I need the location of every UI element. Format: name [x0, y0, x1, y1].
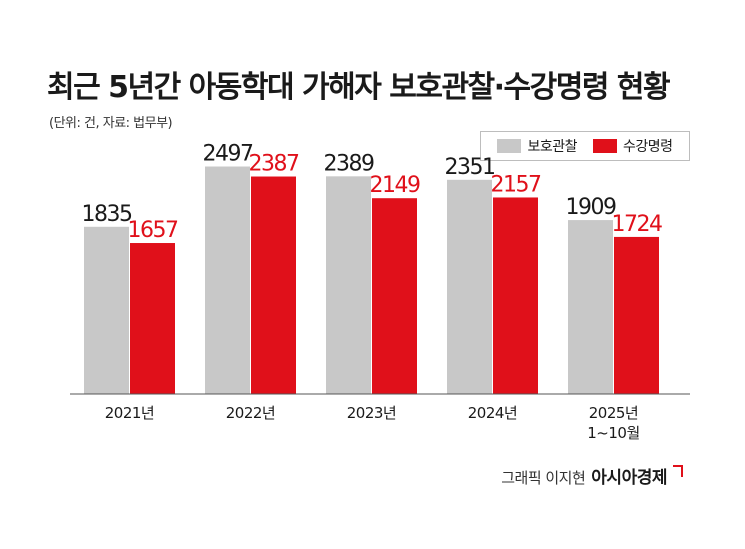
x-tick-label-4: 2025년 1~10월: [587, 404, 640, 442]
data-label-series-0-4: 1909: [566, 195, 616, 220]
bar-series-1-4: [614, 236, 659, 394]
data-label-series-1-3: 2157: [491, 172, 541, 197]
data-label-series-1-0: 1657: [128, 218, 178, 243]
data-label-series-1-4: 1724: [612, 212, 662, 237]
bar-series-0-2: [326, 176, 371, 394]
chart-title: 최근 5년간 아동학대 가해자 보호관찰·수강명령 현황: [47, 70, 671, 105]
credit: 그래픽 이지현 아시아경제: [501, 463, 683, 488]
brand-logo: 아시아경제: [591, 468, 667, 488]
chart-unit-note: (단위: 건, 자료: 법무부): [49, 116, 173, 131]
bar-series-1-1: [251, 176, 296, 394]
bar-series-0-0: [84, 226, 129, 394]
bar-series-1-3: [493, 197, 538, 394]
legend-swatch-series-1: [593, 139, 617, 153]
bar-series-1-0: [130, 243, 175, 394]
data-label-series-0-1: 2497: [203, 141, 253, 166]
x-tick-label-0: 2021년: [105, 404, 154, 422]
bar-series-1-2: [372, 198, 417, 394]
data-label-series-0-0: 1835: [82, 202, 132, 227]
bar-series-0-4: [568, 220, 613, 394]
legend-item-series-1: 수강명령: [593, 136, 673, 156]
data-label-series-0-2: 2389: [324, 151, 374, 176]
legend: 보호관찰 수강명령: [480, 131, 690, 161]
legend-label-series-0: 보호관찰: [527, 139, 577, 155]
credit-text: 그래픽 이지현: [501, 469, 586, 487]
x-tick-label-3: 2024년: [468, 404, 517, 422]
data-label-series-1-1: 2387: [249, 152, 299, 177]
legend-swatch-series-0: [497, 139, 522, 153]
data-label-series-1-2: 2149: [370, 173, 420, 198]
brand-mark-icon: [673, 465, 683, 477]
legend-label-series-1: 수강명령: [623, 139, 673, 155]
bar-series-0-3: [447, 179, 492, 394]
x-tick-label-2: 2023년: [347, 404, 396, 422]
x-tick-label-1: 2022년: [226, 404, 275, 422]
bar-series-0-1: [205, 166, 250, 394]
legend-item-series-0: 보호관찰: [497, 136, 577, 156]
data-label-series-0-3: 2351: [445, 155, 495, 180]
